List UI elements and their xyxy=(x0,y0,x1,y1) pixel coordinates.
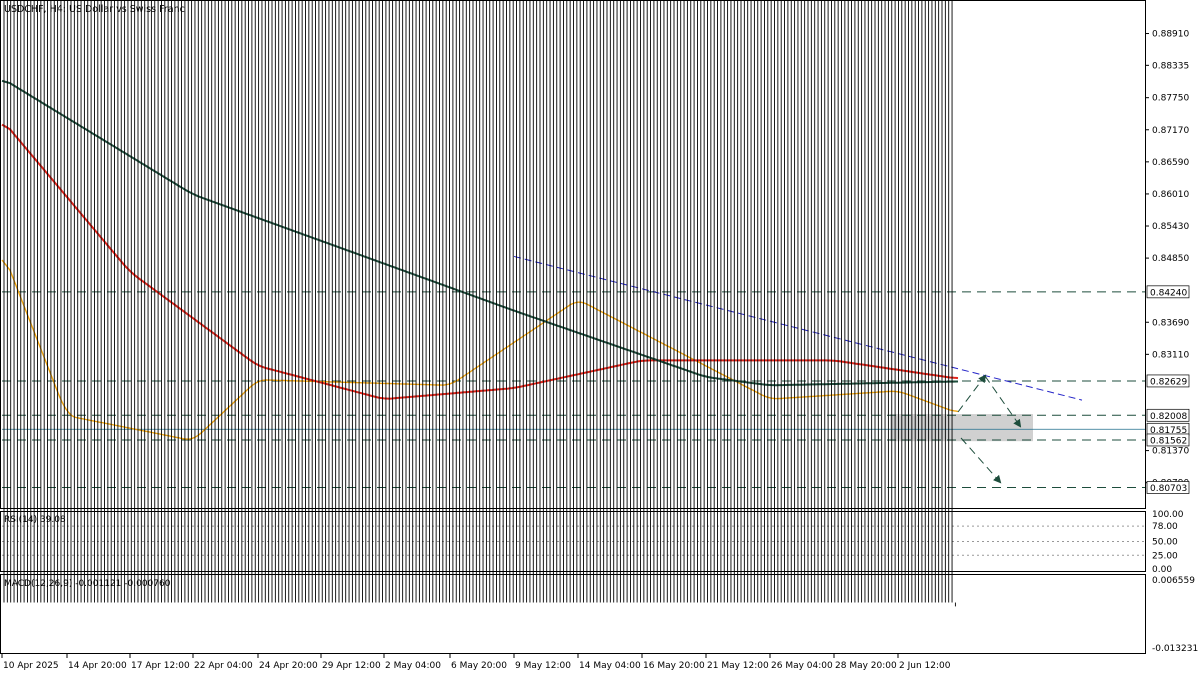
rsi-panel-frame xyxy=(0,511,1146,572)
price-tick-label: 0.87750 xyxy=(1152,94,1189,104)
time-axis: 10 Apr 2025 14 Apr 20:00 17 Apr 12:00 22 Ap… xyxy=(1,654,951,671)
price-tick-label: 0.87170 xyxy=(1152,126,1189,136)
level-label: 0.82008 xyxy=(1150,412,1187,422)
price-tick-label: 0.88910 xyxy=(1152,30,1189,40)
macd-tick-label: 0.006559 xyxy=(1152,576,1195,586)
chart-title: USDCHF, H4: US Dollar vs Swiss Franc xyxy=(4,4,185,15)
time-tick-label: 14 May 04:00 xyxy=(579,661,641,671)
rsi-tick-label: 78.00 xyxy=(1152,522,1178,532)
consolidation-box xyxy=(890,414,1033,442)
projection-arrows xyxy=(957,374,1022,484)
time-tick-label: 9 May 12:00 xyxy=(515,661,571,671)
time-tick-label: 26 May 04:00 xyxy=(771,661,833,671)
projection-arrow xyxy=(984,375,1022,428)
macd-tick-label: -0.013231 xyxy=(1152,644,1198,654)
consolidation-zone xyxy=(890,414,1033,442)
time-tick-label: 17 Apr 12:00 xyxy=(131,661,190,671)
rsi-tick-label: 25.00 xyxy=(1152,551,1178,561)
level-label-box xyxy=(1146,481,1190,494)
rsi-tick-label: 100.00 xyxy=(1152,510,1184,520)
time-tick-label: 16 May 20:00 xyxy=(643,661,705,671)
rsi-axis: 100.00 78.00 50.00 25.00 0.00 xyxy=(1152,510,1184,575)
rsi-tick-label: 0.00 xyxy=(1152,565,1172,575)
time-tick-label: 2 May 04:00 xyxy=(385,661,441,671)
rsi-label: RSI(14) 39.08 xyxy=(4,515,66,525)
level-label-box xyxy=(1146,408,1190,422)
level-label-box xyxy=(1146,374,1190,388)
rsi-tick-label: 50.00 xyxy=(1152,538,1178,548)
time-tick-label: 6 May 20:00 xyxy=(451,661,507,671)
time-tick-label: 22 Apr 04:00 xyxy=(194,661,253,671)
projection-arrow xyxy=(957,374,987,413)
time-tick-label: 10 Apr 2025 xyxy=(3,661,59,671)
time-tick-label: 24 Apr 20:00 xyxy=(259,661,318,671)
projection-arrow xyxy=(960,437,1002,484)
main-panel-frame xyxy=(0,0,1146,509)
level-label: 0.81755 xyxy=(1150,426,1187,436)
macd-indicator xyxy=(4,0,956,607)
price-tick-label: 0.83110 xyxy=(1152,350,1189,360)
time-tick-label: 21 May 12:00 xyxy=(707,661,769,671)
level-label: 0.84240 xyxy=(1150,288,1187,298)
price-tick-label: 0.88335 xyxy=(1152,61,1189,71)
time-tick-label: 14 Apr 20:00 xyxy=(68,661,127,671)
price-tick-label: 0.86010 xyxy=(1152,190,1189,200)
price-tick-label: 0.84850 xyxy=(1152,254,1189,264)
level-label: 0.81562 xyxy=(1150,436,1187,446)
price-tick-label: 0.83690 xyxy=(1152,318,1189,328)
time-tick-label: 29 Apr 12:00 xyxy=(322,661,381,671)
level-label: 0.82629 xyxy=(1150,377,1187,387)
macd-axis: 0.006559 -0.013231 xyxy=(1152,576,1198,654)
level-label-box xyxy=(1146,285,1190,299)
level-label-box xyxy=(1146,433,1190,447)
macd-panel-frame xyxy=(0,574,1146,654)
price-axis: 0.88910 0.88335 0.87750 0.87170 0.86590 0.860… xyxy=(1145,30,1189,494)
time-tick-label: 28 May 20:00 xyxy=(835,661,897,671)
level-label: 0.80703 xyxy=(1150,484,1187,494)
time-tick-label: 2 Jun 12:00 xyxy=(899,661,951,671)
price-tick-label: 0.85430 xyxy=(1152,222,1189,232)
price-tick-label: 0.86590 xyxy=(1152,158,1189,168)
price-tick-label: 0.81370 xyxy=(1152,447,1189,457)
macd-label: MACD(12,26,9) -0.001121 -0.000760 xyxy=(4,579,171,589)
